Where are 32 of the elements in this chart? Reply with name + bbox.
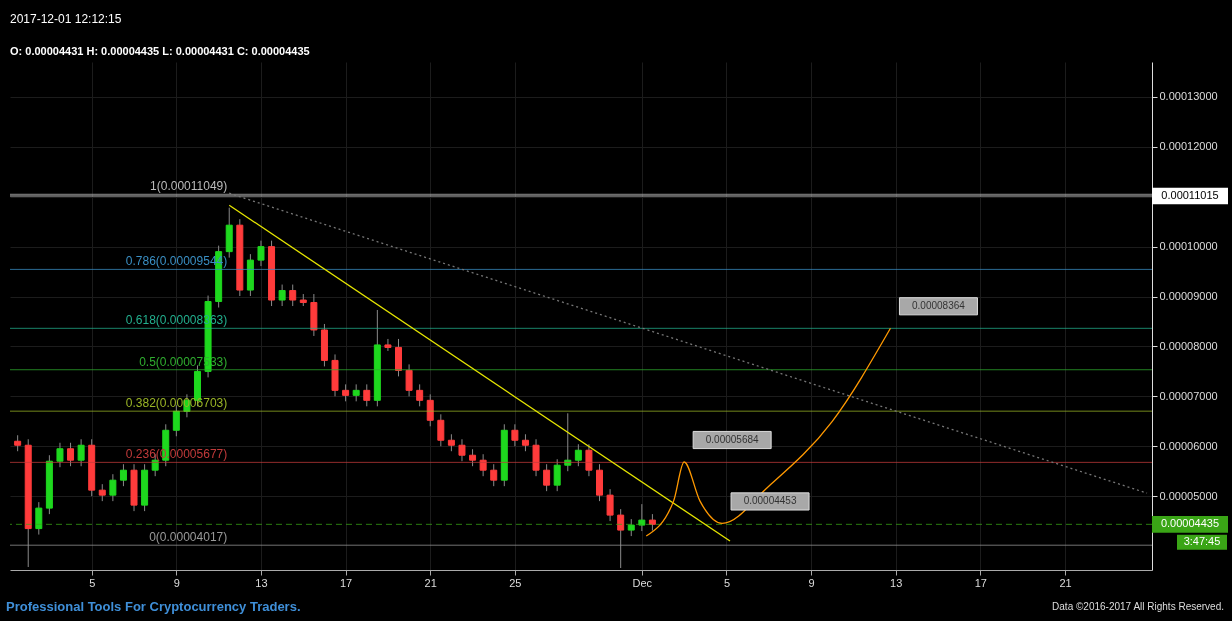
text: 0.00011015 [1161,188,1219,201]
x-tick-label: 9 [173,576,180,589]
text: 0.00004435 [1160,517,1220,530]
x-tick-label: 13 [890,576,903,589]
x-tick-label: Dec [632,576,653,589]
y-tick-label: 0.00010000 [1159,240,1218,253]
chart-subtitle: O: 0.00004431 H: 0.00004435 L: 0.00004431 C: 0.00004435 [10,45,310,57]
x-tick-label: 21 [424,576,437,589]
x-tick-label: 17 [339,576,353,589]
x-tick-label: 25 [509,576,522,589]
annotation: 0.00005684 [705,434,759,446]
x-tick-label: 9 [808,576,815,589]
annotation: 0.00008364 [912,300,966,312]
y-tick-label: 0.00009000 [1159,290,1218,303]
annotation: 0.00004453 [743,495,797,507]
text: 3:47:45 [1183,535,1221,548]
chart-title: 2017-12-01 12:12:15 [10,12,122,26]
ref-line-label: 0(0.00004017) [149,530,228,545]
y-tick-label: 0.00013000 [1159,90,1218,103]
y-tick-label: 0.00008000 [1159,339,1218,352]
x-tick-label: 17 [974,576,987,589]
y-tick-label: 0.00007000 [1159,389,1218,402]
x-tick-label: 21 [1059,576,1072,589]
text: Data ©2016-2017 All Rights Reserved. [1052,601,1224,612]
y-tick-label: 0.00006000 [1159,439,1218,452]
y-tick-label: 0.00005000 [1159,489,1218,502]
x-tick-label: 5 [89,576,96,589]
y-tick-label: 0.00012000 [1159,140,1218,153]
text: Professional Tools For Cryptocurrency Traders. [6,599,301,614]
x-tick-label: 13 [255,576,268,589]
ref-line-label: 1(0.00011049) [150,179,228,194]
x-tick-label: 5 [723,576,731,589]
